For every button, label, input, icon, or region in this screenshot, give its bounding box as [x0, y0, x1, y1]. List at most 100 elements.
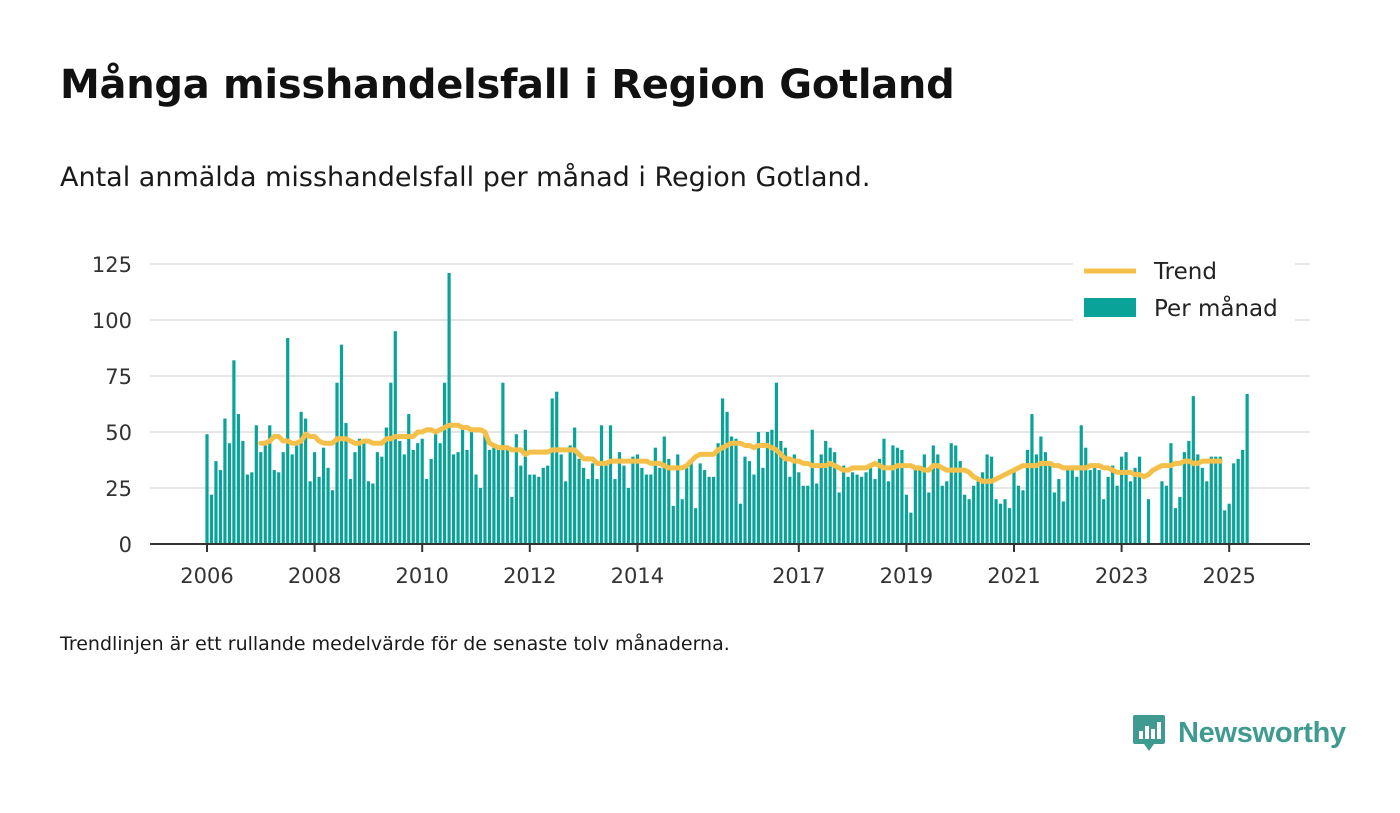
bar [927, 492, 931, 544]
bar [330, 490, 335, 544]
bar [254, 425, 258, 544]
bar [223, 418, 227, 544]
bar [573, 427, 577, 544]
bar [904, 494, 908, 544]
bar [380, 456, 384, 544]
bar [362, 443, 366, 544]
bar [1061, 501, 1065, 544]
bar [747, 461, 752, 544]
bar [272, 470, 276, 544]
bar [631, 456, 635, 544]
bar [236, 414, 240, 544]
bar [595, 479, 599, 544]
bar [698, 463, 702, 544]
bar [676, 454, 680, 544]
bar [577, 458, 581, 544]
bar [855, 474, 859, 544]
y-tick-label: 100 [92, 309, 132, 333]
bar [416, 443, 420, 544]
bar [1075, 476, 1079, 544]
bar [250, 472, 254, 544]
bar [1196, 454, 1200, 544]
bar [738, 503, 743, 544]
bar [891, 445, 895, 544]
bar [1012, 470, 1016, 544]
bar [1160, 481, 1164, 544]
bar [321, 447, 326, 544]
chart-title: Många misshandelsfall i Region Gotland [60, 62, 955, 108]
bar [886, 481, 891, 544]
bar [1137, 456, 1142, 544]
bar [1214, 456, 1218, 544]
bar [205, 434, 209, 544]
bar [532, 474, 536, 544]
bar [1093, 463, 1097, 544]
bar [622, 465, 626, 544]
bar [882, 438, 886, 544]
bar [510, 496, 514, 544]
bar [1102, 499, 1106, 544]
bar [828, 447, 832, 544]
bar [1021, 490, 1025, 544]
bar [241, 440, 245, 544]
bar [245, 474, 249, 544]
bar [720, 398, 725, 544]
bar [1223, 510, 1227, 544]
newsworthy-logo-icon [1133, 715, 1165, 751]
bar [1236, 458, 1240, 544]
bar [1178, 496, 1182, 544]
bar [949, 443, 953, 544]
bar [1084, 447, 1088, 544]
bar [1066, 467, 1070, 544]
x-tick-label: 2021 [987, 564, 1040, 588]
trend-line [258, 422, 1223, 484]
bar [958, 461, 962, 544]
bar [752, 474, 756, 544]
bar [304, 418, 308, 544]
bar [761, 467, 765, 544]
bar [1088, 470, 1092, 544]
bar [398, 440, 402, 544]
bar-series [205, 272, 1249, 544]
x-tick-label: 2012 [503, 564, 556, 588]
bar [564, 481, 568, 544]
bar [1016, 485, 1021, 544]
bar [707, 476, 711, 544]
bar [519, 465, 523, 544]
bar [348, 479, 353, 544]
bar [447, 272, 451, 544]
bar [1003, 499, 1007, 544]
bar [716, 443, 720, 544]
bar [366, 481, 370, 544]
bar [313, 452, 317, 544]
bar [918, 465, 922, 544]
bar [649, 474, 653, 544]
bar [326, 467, 330, 544]
bar [859, 476, 864, 544]
bar [792, 454, 796, 544]
bar [1124, 452, 1128, 544]
bar [389, 382, 393, 544]
bar [689, 461, 693, 544]
bar [299, 411, 303, 544]
bar [438, 443, 442, 544]
bar [263, 440, 267, 544]
x-tick-label: 2017 [772, 564, 825, 588]
bar [353, 452, 357, 544]
bar [671, 505, 675, 544]
bar [1209, 456, 1213, 544]
bar [214, 461, 218, 544]
newsworthy-logo[interactable]: Newsworthy [1132, 710, 1346, 756]
bar [1111, 465, 1115, 544]
bar [913, 467, 917, 544]
bar [806, 485, 810, 544]
bar [474, 474, 478, 544]
bar [1169, 443, 1173, 544]
bar [837, 492, 841, 544]
bar [774, 382, 778, 544]
bar [209, 494, 214, 544]
y-tick-label: 50 [105, 421, 132, 445]
bar [815, 483, 819, 544]
bar [1052, 492, 1056, 544]
bar [290, 454, 294, 544]
